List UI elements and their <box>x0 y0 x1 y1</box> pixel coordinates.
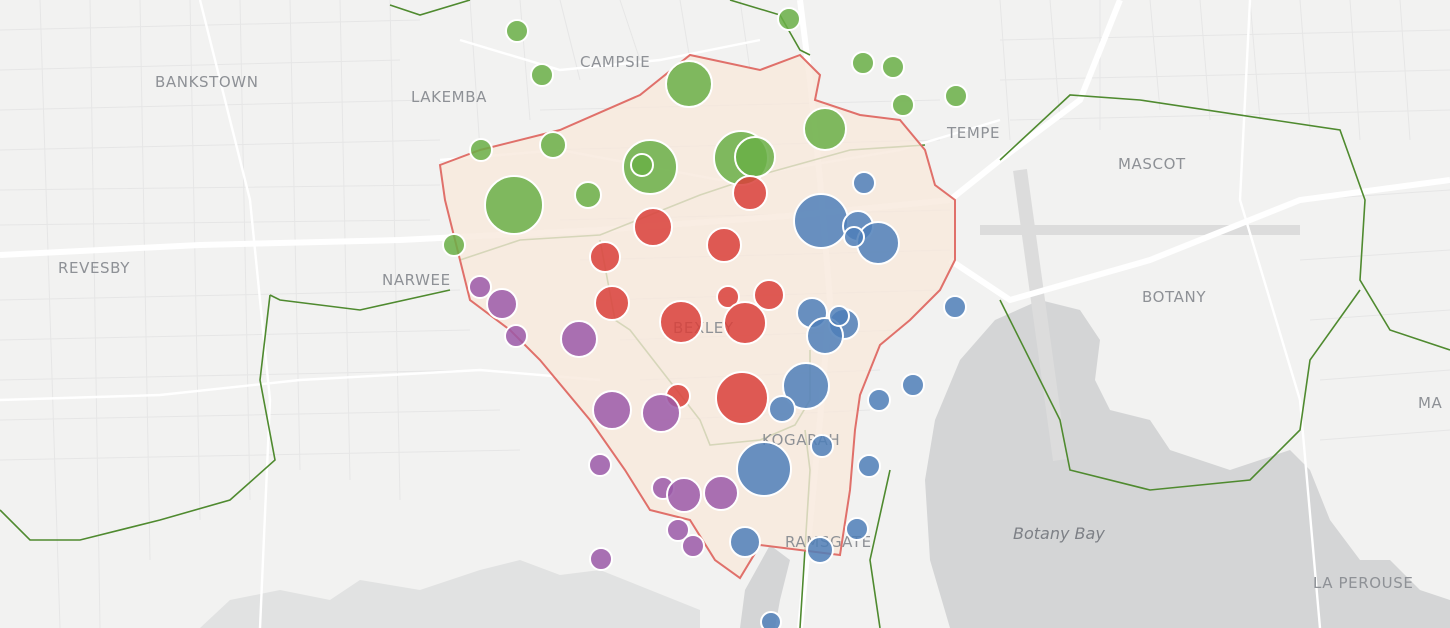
map-marker[interactable] <box>630 153 654 177</box>
place-label-tempe: TEMPE <box>946 124 1000 142</box>
cooks-river-water <box>740 545 790 628</box>
map-marker[interactable] <box>666 477 702 513</box>
map-marker[interactable] <box>793 193 849 249</box>
map-marker[interactable] <box>845 517 869 541</box>
map-marker[interactable] <box>468 275 492 299</box>
map-marker[interactable] <box>810 434 834 458</box>
map-marker[interactable] <box>666 518 690 542</box>
map-marker[interactable] <box>851 51 875 75</box>
map-marker[interactable] <box>734 136 776 178</box>
map-marker[interactable] <box>760 611 782 628</box>
map-marker[interactable] <box>881 55 905 79</box>
georges-river-water <box>200 560 700 628</box>
place-label-bankstown: BANKSTOWN <box>155 73 259 91</box>
map-marker[interactable] <box>806 317 844 355</box>
map-marker[interactable] <box>560 320 598 358</box>
map-marker[interactable] <box>641 393 681 433</box>
map-marker[interactable] <box>843 226 865 248</box>
map-marker[interactable] <box>716 285 740 309</box>
place-label-la-perouse: LA PEROUSE <box>1313 574 1413 592</box>
map-marker[interactable] <box>715 371 769 425</box>
map-marker[interactable] <box>681 534 705 558</box>
map-marker[interactable] <box>856 221 900 265</box>
map-marker[interactable] <box>944 84 968 108</box>
map-marker[interactable] <box>828 305 850 327</box>
map-marker[interactable] <box>943 295 967 319</box>
map-marker[interactable] <box>891 93 915 117</box>
water-label-botany-bay: Botany Bay <box>1013 524 1105 543</box>
map-marker[interactable] <box>442 233 466 257</box>
map-marker[interactable] <box>574 181 602 209</box>
markers-red <box>589 175 785 425</box>
airport-runways <box>980 169 1300 461</box>
map-marker[interactable] <box>867 388 891 412</box>
map-marker[interactable] <box>736 441 792 497</box>
place-label-campsie: CAMPSIE <box>580 53 650 71</box>
map-marker[interactable] <box>469 138 493 162</box>
map-marker[interactable] <box>589 547 613 571</box>
map-marker[interactable] <box>723 301 767 345</box>
markers-blue <box>729 171 967 628</box>
map-marker[interactable] <box>753 279 785 311</box>
place-label-mascot: MASCOT <box>1118 155 1186 173</box>
map-marker[interactable] <box>803 107 847 151</box>
place-label-ma: MA <box>1418 394 1443 412</box>
map-marker[interactable] <box>486 288 518 320</box>
map-marker[interactable] <box>484 175 544 235</box>
map-marker[interactable] <box>777 7 801 31</box>
map-marker[interactable] <box>806 536 834 564</box>
map-marker[interactable] <box>592 390 632 430</box>
place-label-lakemba: LAKEMBA <box>411 88 487 106</box>
place-label-revesby: REVESBY <box>58 259 130 277</box>
map-marker[interactable] <box>852 171 876 195</box>
map-marker[interactable] <box>504 324 528 348</box>
map-marker[interactable] <box>857 454 881 478</box>
markers-purple <box>468 275 739 571</box>
map-marker[interactable] <box>901 373 925 397</box>
markers-green <box>442 7 968 257</box>
map-marker[interactable] <box>594 285 630 321</box>
map-marker[interactable] <box>530 63 554 87</box>
place-label-botany: BOTANY <box>1142 288 1206 306</box>
map-marker[interactable] <box>768 395 796 423</box>
map-marker[interactable] <box>703 475 739 511</box>
map-marker[interactable] <box>659 300 703 344</box>
map-marker[interactable] <box>588 453 612 477</box>
map-marker[interactable] <box>665 60 713 108</box>
map-marker[interactable] <box>589 241 621 273</box>
place-label-narwee: NARWEE <box>382 271 451 289</box>
map-marker[interactable] <box>706 227 742 263</box>
map-marker[interactable] <box>729 526 761 558</box>
map-marker[interactable] <box>732 175 768 211</box>
map-marker[interactable] <box>505 19 529 43</box>
map-marker[interactable] <box>782 362 830 410</box>
map-marker[interactable] <box>539 131 567 159</box>
map-marker[interactable] <box>633 207 673 247</box>
